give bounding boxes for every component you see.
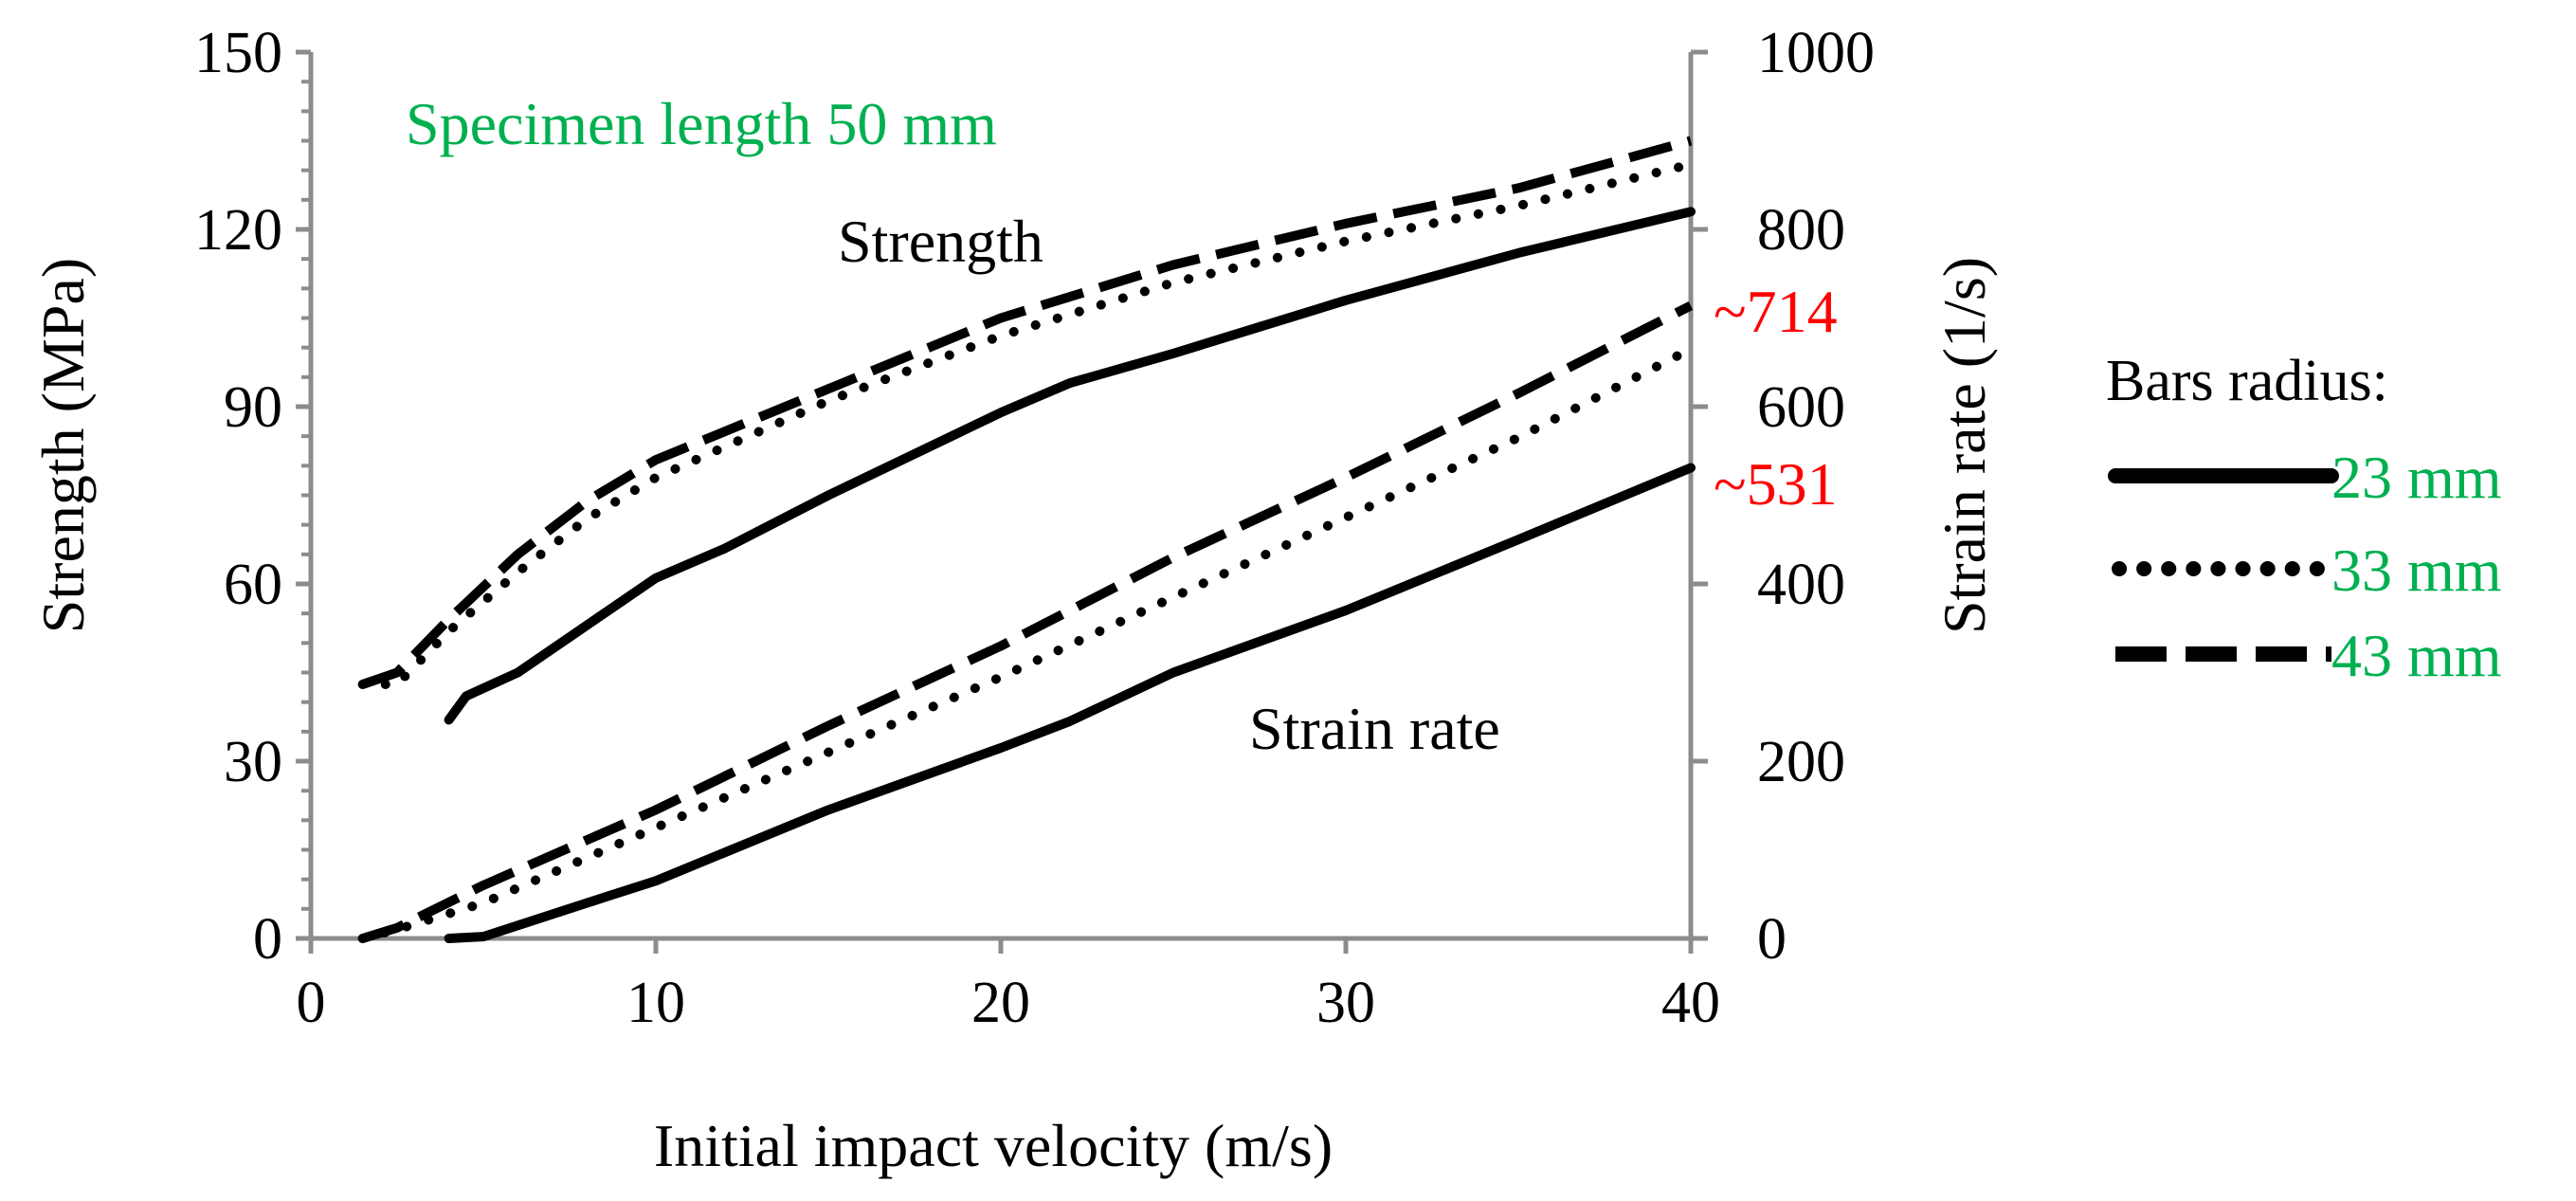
y-right-tick-label: 800: [1757, 198, 1845, 263]
y-right-tick-label: 600: [1757, 375, 1845, 440]
series-line-strain-rate-23mm: [444, 463, 1696, 943]
series-line-strain-rate-33mm: [357, 344, 1696, 943]
y-right-tick-label: 1000: [1757, 21, 1875, 85]
annotation-714: ~714: [1714, 278, 1838, 345]
y-left-tick-label: 120: [194, 198, 282, 263]
legend-label-43mm: 43 mm: [2331, 622, 2502, 689]
series-line-strength-33mm: [357, 159, 1696, 689]
axes-layer: [296, 49, 1708, 954]
strength-group-label: Strength: [838, 208, 1043, 275]
y-left-tick-label: 30: [224, 730, 282, 794]
y-left-tick-label: 150: [194, 21, 282, 85]
series-layer: [357, 136, 1696, 943]
x-tick-label: 20: [971, 971, 1030, 1035]
y-left-tick-label: 60: [224, 553, 282, 617]
legend-label-33mm: 33 mm: [2331, 537, 2502, 604]
series-line-strength-23mm: [444, 207, 1696, 725]
annotation-531: ~531: [1714, 450, 1838, 518]
series-line-strength-43mm: [360, 136, 1693, 689]
x-axis-title: Initial impact velocity (m/s): [654, 1112, 1333, 1179]
series-line-strain-rate-43mm: [361, 300, 1694, 943]
tick-labels-layer: 0 30 60 90 120 150 0 200 400 600 800 1000 0 10 20 30 40: [194, 21, 1875, 1035]
y-left-tick-label: 0: [253, 907, 282, 972]
x-tick-label: 0: [297, 971, 326, 1035]
strain-rate-group-label: Strain rate: [1249, 695, 1500, 762]
legend-label-23mm: 23 mm: [2331, 444, 2502, 511]
y-axis-title-left: Strength (MPa): [29, 258, 97, 633]
y-left-tick-label: 90: [224, 375, 282, 440]
y-right-tick-label: 0: [1757, 907, 1787, 972]
y-axis-title-right: Strain rate (1/s): [1931, 257, 1998, 634]
y-right-tick-label: 200: [1757, 730, 1845, 794]
x-tick-label: 30: [1316, 971, 1375, 1035]
y-right-tick-label: 400: [1757, 553, 1845, 617]
x-tick-label: 10: [626, 971, 685, 1035]
legend-title: Bars radius:: [2106, 349, 2388, 413]
chart-title: Specimen length 50 mm: [406, 90, 997, 157]
legend: Bars radius: 23 mm 33 mm 43 mm: [2106, 349, 2502, 689]
x-tick-label: 40: [1661, 971, 1720, 1035]
